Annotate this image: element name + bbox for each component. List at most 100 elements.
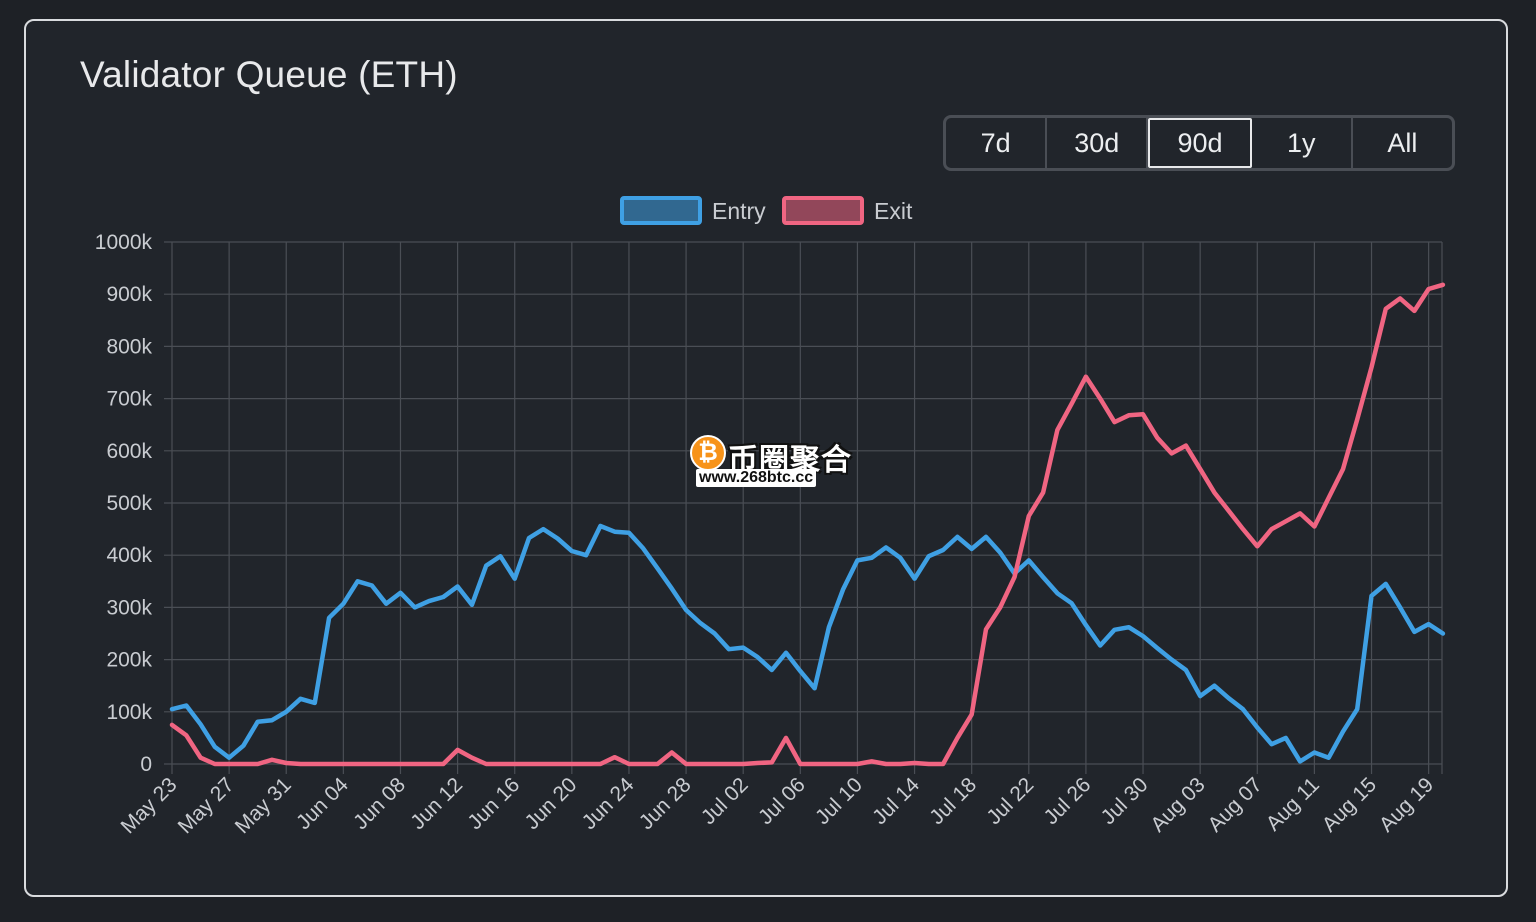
- data-point-exit: [428, 763, 430, 765]
- data-point-entry: [399, 592, 401, 594]
- data-point-entry: [1128, 626, 1130, 628]
- data-point-exit: [885, 763, 887, 765]
- x-tick-label: May 31: [231, 773, 296, 838]
- data-point-exit: [342, 763, 344, 765]
- x-tick-label: Jun 16: [463, 773, 524, 834]
- data-point-exit: [457, 749, 459, 751]
- x-tick-label: Jun 04: [292, 773, 353, 834]
- data-point-entry: [499, 555, 501, 557]
- range-7d-button[interactable]: 7d: [946, 118, 1048, 168]
- y-axis-ticks: 0 100k 200k 300k 400k 500k 600k 700k 800k 900k 100…: [95, 231, 153, 776]
- data-point-entry: [585, 554, 587, 556]
- x-tick-label: Aug 11: [1262, 773, 1324, 835]
- x-tick-label: Jul 10: [811, 773, 867, 829]
- data-point-exit: [1271, 528, 1273, 530]
- data-point-exit: [1428, 288, 1430, 290]
- x-tick-label: Jun 24: [578, 773, 639, 834]
- data-point-exit: [1071, 403, 1073, 405]
- data-point-entry: [671, 588, 673, 590]
- range-30d-button[interactable]: 30d: [1047, 118, 1149, 168]
- data-point-entry: [1028, 559, 1030, 561]
- data-point-exit: [1413, 310, 1415, 312]
- data-point-entry: [1242, 708, 1244, 710]
- data-point-exit: [1199, 468, 1201, 470]
- data-point-entry: [1042, 576, 1044, 578]
- legend-label-entry[interactable]: Entry: [712, 198, 766, 224]
- data-point-entry: [571, 550, 573, 552]
- legend-swatch-entry[interactable]: [620, 196, 702, 225]
- x-tick-label: May 23: [117, 773, 182, 838]
- data-point-entry: [1171, 659, 1173, 661]
- data-point-entry: [257, 721, 259, 723]
- data-point-entry: [999, 552, 1001, 554]
- data-point-entry: [1113, 629, 1115, 631]
- data-point-entry: [185, 705, 187, 707]
- legend-swatch-exit[interactable]: [782, 196, 864, 225]
- data-point-exit: [1085, 376, 1087, 378]
- data-point-exit: [999, 606, 1001, 608]
- data-point-exit: [1385, 308, 1387, 310]
- data-point-exit: [971, 713, 973, 715]
- data-point-exit: [785, 737, 787, 739]
- x-tick-label: Aug 19: [1375, 773, 1438, 836]
- data-point-entry: [1271, 743, 1273, 745]
- data-point-exit: [1228, 510, 1230, 512]
- data-point-exit: [1056, 429, 1058, 431]
- time-range-selector: 7d 30d 90d 1y All: [943, 115, 1455, 171]
- data-point-exit: [585, 763, 587, 765]
- data-point-exit: [699, 763, 701, 765]
- grid-lines: [164, 241, 1443, 774]
- x-tick-label: Jun 20: [521, 773, 582, 834]
- data-point-exit: [171, 724, 173, 726]
- data-point-exit: [1042, 492, 1044, 494]
- data-point-entry: [899, 557, 901, 559]
- data-point-entry: [657, 567, 659, 569]
- range-1y-button[interactable]: 1y: [1252, 118, 1353, 168]
- data-point-entry: [442, 596, 444, 598]
- data-point-entry: [242, 745, 244, 747]
- range-all-button[interactable]: All: [1387, 127, 1418, 158]
- data-point-exit: [871, 760, 873, 762]
- x-tick-label: Jun 28: [635, 773, 696, 834]
- data-point-entry: [699, 622, 701, 624]
- data-point-exit: [1342, 468, 1344, 470]
- data-point-entry: [985, 536, 987, 538]
- data-point-entry: [214, 746, 216, 748]
- y-tick-label: 400k: [106, 544, 152, 567]
- data-point-entry: [1371, 595, 1373, 597]
- data-point-entry: [1299, 760, 1301, 762]
- data-point-entry: [785, 652, 787, 654]
- data-point-exit: [628, 763, 630, 765]
- data-point-entry: [271, 719, 273, 721]
- data-point-entry: [428, 600, 430, 602]
- data-point-entry: [942, 549, 944, 551]
- data-point-exit: [714, 763, 716, 765]
- y-tick-label: 700k: [106, 388, 152, 411]
- data-point-entry: [885, 546, 887, 548]
- data-point-exit: [742, 763, 744, 765]
- data-point-exit: [642, 763, 644, 765]
- data-point-entry: [1399, 606, 1401, 608]
- data-point-entry: [342, 603, 344, 605]
- data-point-exit: [1313, 525, 1315, 527]
- data-point-exit: [899, 763, 901, 765]
- data-point-exit: [1156, 437, 1158, 439]
- data-point-exit: [914, 762, 916, 764]
- range-90d-button[interactable]: 90d: [1148, 118, 1252, 168]
- data-point-entry: [828, 626, 830, 628]
- data-point-entry: [642, 547, 644, 549]
- data-point-exit: [856, 763, 858, 765]
- data-point-entry: [856, 559, 858, 561]
- x-tick-label: Jul 06: [754, 773, 810, 829]
- data-point-exit: [499, 763, 501, 765]
- legend-label-exit[interactable]: Exit: [874, 198, 913, 224]
- data-point-entry: [914, 578, 916, 580]
- chart-title: Validator Queue (ETH): [80, 54, 458, 95]
- data-point-entry: [1228, 697, 1230, 699]
- x-tick-label: Jul 30: [1097, 773, 1153, 829]
- x-tick-label: Jul 22: [982, 773, 1038, 829]
- data-point-entry: [457, 586, 459, 588]
- y-tick-label: 300k: [106, 596, 152, 619]
